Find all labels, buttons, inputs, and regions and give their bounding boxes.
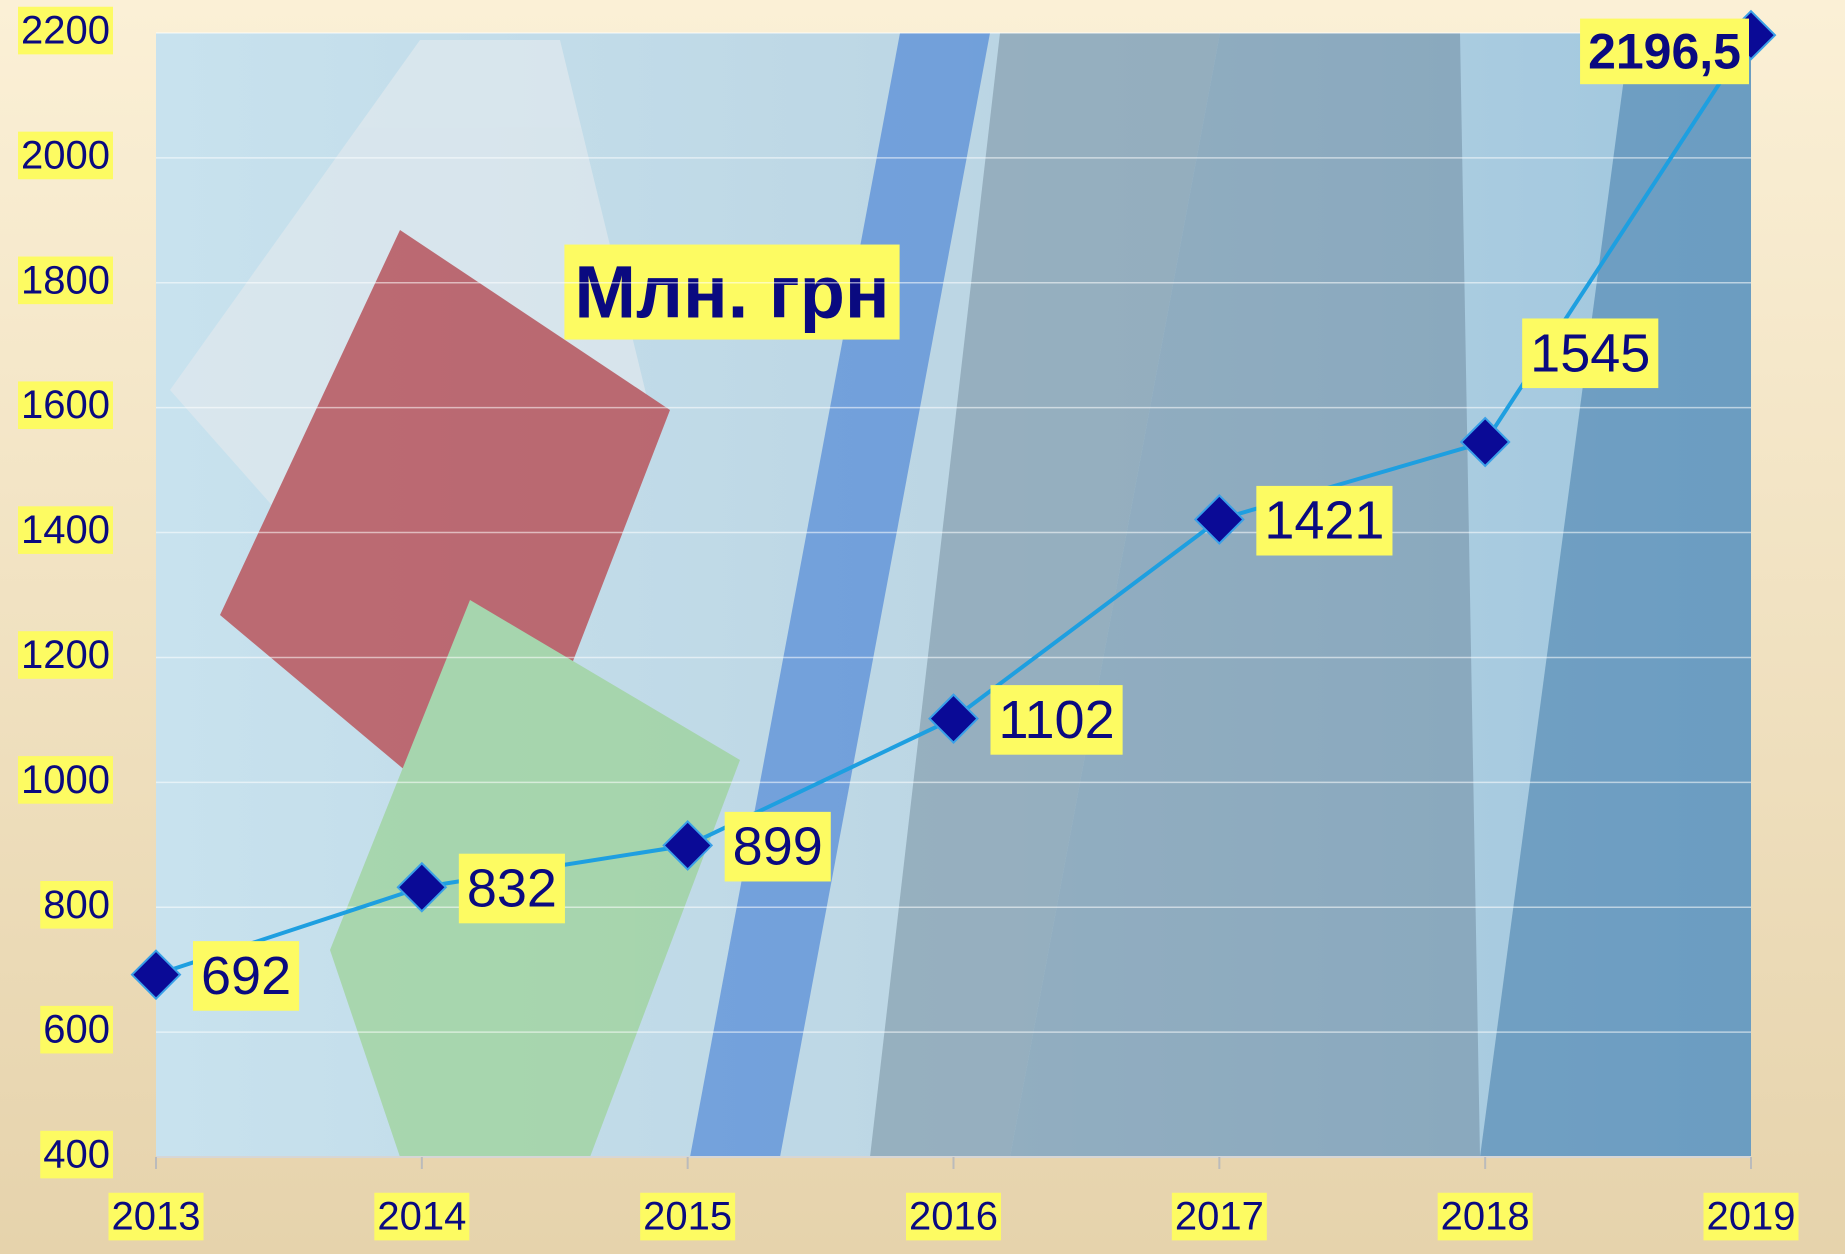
title-group: Млн. грн bbox=[564, 245, 899, 340]
data-label: 1545 bbox=[1530, 323, 1650, 383]
y-tick-label: 1800 bbox=[21, 258, 110, 302]
y-tick-label: 600 bbox=[43, 1008, 110, 1052]
x-tick-label: 2018 bbox=[1441, 1195, 1530, 1239]
x-tick-label: 2017 bbox=[1175, 1195, 1264, 1239]
y-tick-label: 1200 bbox=[21, 633, 110, 677]
data-label: 832 bbox=[467, 859, 557, 919]
data-label: 2196,5 bbox=[1588, 23, 1741, 79]
y-tick-label: 1600 bbox=[21, 383, 110, 427]
y-tick-label: 2000 bbox=[21, 133, 110, 177]
chart: Млн. грн 400 600 800 1000 1200 1400 1600 1800 20… bbox=[0, 0, 1845, 1254]
x-tick-label: 2014 bbox=[377, 1195, 466, 1239]
data-label: 899 bbox=[733, 817, 823, 877]
x-tick-label: 2015 bbox=[643, 1195, 732, 1239]
y-tick-label: 1400 bbox=[21, 508, 110, 552]
chart-title: Млн. грн bbox=[574, 251, 889, 334]
x-tick-label: 2016 bbox=[909, 1195, 998, 1239]
x-tick-label: 2019 bbox=[1707, 1195, 1796, 1239]
data-label: 1102 bbox=[999, 690, 1115, 750]
y-tick-label: 2200 bbox=[21, 9, 110, 53]
y-tick-label: 400 bbox=[43, 1133, 110, 1177]
y-tick-label: 1000 bbox=[21, 758, 110, 802]
x-tick-label: 2013 bbox=[112, 1195, 201, 1239]
data-label: 1421 bbox=[1264, 491, 1384, 551]
data-label: 692 bbox=[201, 946, 291, 1006]
y-tick-label: 800 bbox=[43, 883, 110, 927]
